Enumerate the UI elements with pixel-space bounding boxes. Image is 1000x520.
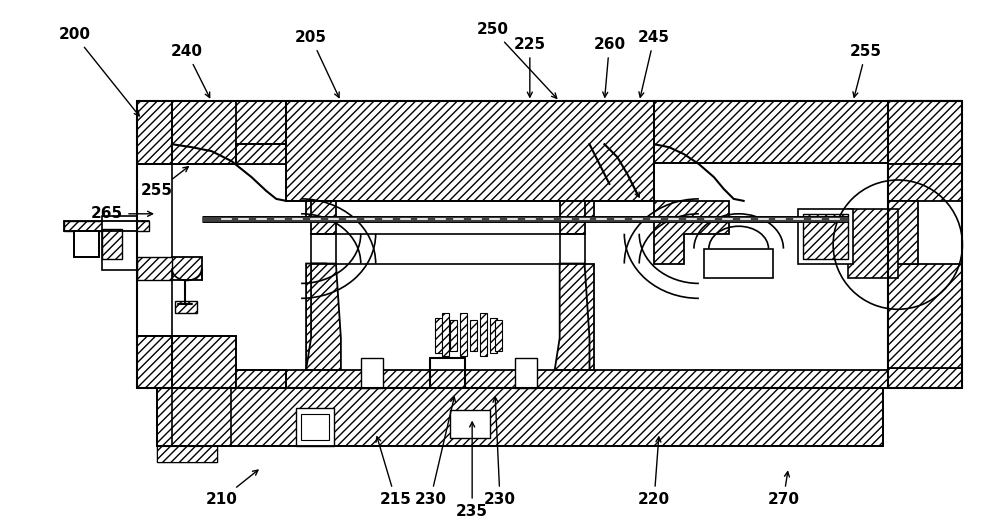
Text: 225: 225 [514,37,546,97]
Bar [480,313,487,356]
Text: 270: 270 [767,472,799,506]
Bar [157,388,883,446]
Polygon shape [236,370,286,388]
Bar [175,301,197,313]
Bar [450,410,490,437]
Text: 230: 230 [484,397,516,506]
Bar [137,370,888,388]
Bar [803,214,848,258]
Bar [515,358,537,388]
Polygon shape [888,368,962,388]
Bar [137,101,888,119]
Polygon shape [555,264,590,370]
Polygon shape [172,370,286,388]
Bar [704,249,773,278]
Bar [137,256,172,280]
Bar [450,320,457,351]
Polygon shape [137,336,172,388]
Text: 235: 235 [456,422,488,518]
Bar [798,209,853,264]
Polygon shape [306,201,326,219]
Bar [654,101,888,163]
Text: 265: 265 [91,206,153,222]
Bar [361,358,383,388]
Bar [74,231,99,256]
Bar [64,221,149,231]
Text: 230: 230 [414,397,456,506]
Bar [495,320,502,351]
Polygon shape [306,264,341,370]
Polygon shape [888,164,962,201]
Bar [435,318,442,353]
Bar [848,209,898,278]
Polygon shape [888,201,918,264]
Bar [102,216,137,270]
Text: 210: 210 [206,470,258,506]
Bar [157,446,217,462]
Bar [301,414,329,439]
Text: 240: 240 [171,44,210,98]
Polygon shape [137,101,286,164]
Bar [470,320,477,351]
Bar [442,313,449,356]
Polygon shape [172,101,286,164]
Bar [296,408,334,446]
Bar [490,318,497,353]
Polygon shape [654,201,729,264]
Polygon shape [236,144,286,164]
Text: 250: 250 [477,22,557,98]
Bar [460,313,467,356]
Text: 220: 220 [638,437,670,506]
Bar [157,446,217,462]
Polygon shape [137,101,172,164]
Polygon shape [888,264,962,368]
Text: 255: 255 [141,167,188,199]
Polygon shape [137,370,286,388]
Bar [286,101,654,201]
Polygon shape [137,336,236,388]
Text: 215: 215 [376,437,412,506]
Polygon shape [560,201,585,233]
Text: 245: 245 [638,30,670,97]
Polygon shape [306,264,336,370]
Polygon shape [565,201,594,219]
Text: 205: 205 [295,30,339,98]
Bar [102,229,122,258]
Text: 260: 260 [593,37,625,97]
Text: 200: 200 [58,28,139,116]
Polygon shape [888,101,962,164]
Polygon shape [565,264,594,370]
Text: 255: 255 [850,44,882,97]
Polygon shape [311,201,336,233]
Polygon shape [172,256,202,280]
